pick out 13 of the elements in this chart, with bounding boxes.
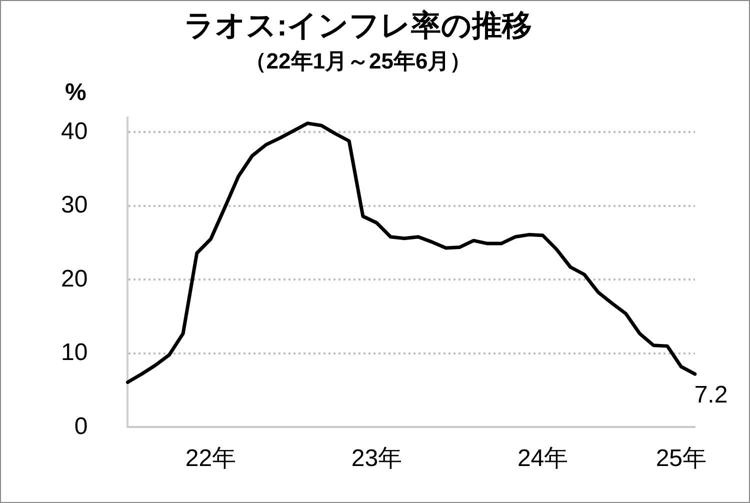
chart-subtitle: （22年1月～25年6月）	[244, 48, 472, 74]
x-tick-label: 25年	[656, 445, 707, 472]
y-tick-label: 40	[60, 118, 88, 145]
x-tick-label: 24年	[517, 445, 568, 472]
chart-title: ラオス:インフレ率の推移	[184, 8, 532, 42]
y-tick-label: 30	[60, 192, 88, 219]
x-tick-label: 23年	[351, 445, 402, 472]
y-tick-label: 10	[60, 339, 88, 366]
y-tick-label: 20	[60, 265, 88, 292]
y-tick-label: 0	[74, 412, 88, 440]
x-tick-label: 22年	[185, 445, 236, 472]
data-label: 7.2	[694, 382, 728, 409]
y-axis-title: %	[65, 79, 86, 106]
